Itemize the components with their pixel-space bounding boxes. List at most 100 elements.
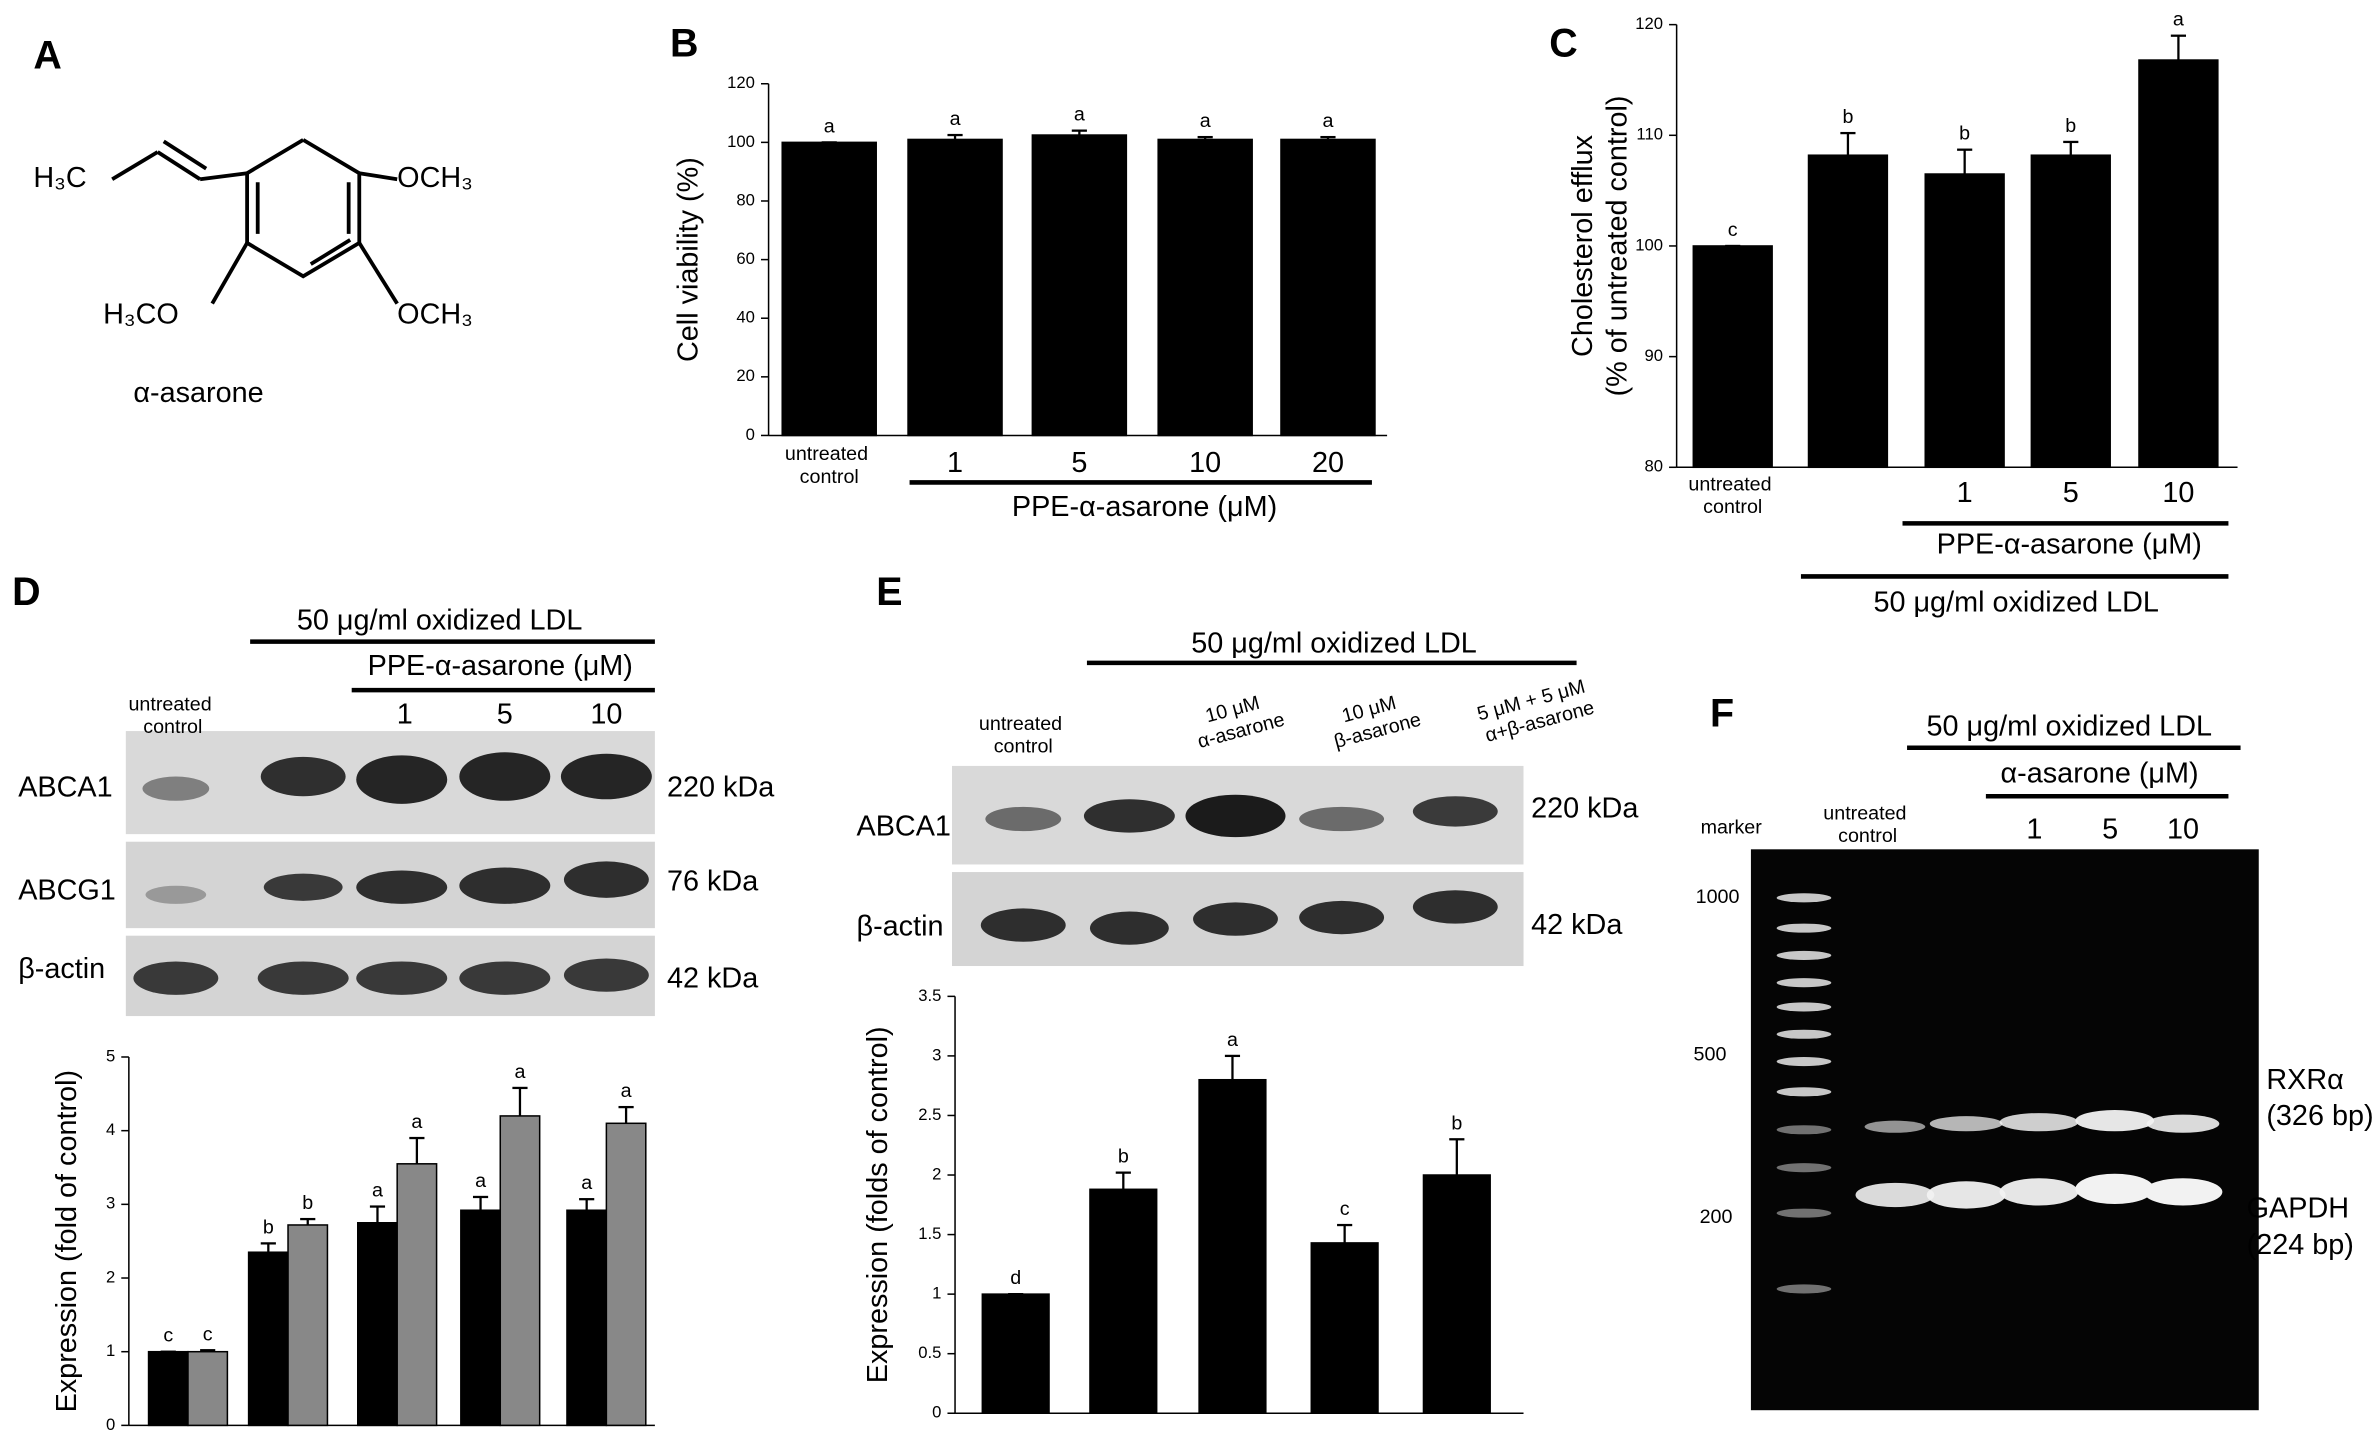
blot-band	[980, 908, 1066, 942]
bar	[287, 1224, 329, 1427]
lane-label: 1	[397, 699, 413, 731]
significance-letter: a	[372, 1180, 383, 1202]
size-label: 220 kDa	[1531, 793, 1639, 825]
x-tick-label: 20	[1312, 447, 1344, 479]
blot-band	[145, 885, 207, 904]
y-tick-label: 90	[1644, 346, 1663, 365]
y-tick-label: 100	[727, 132, 755, 151]
bar	[605, 1122, 647, 1427]
y-tick-label: 2.5	[918, 1105, 941, 1124]
x-tick-label: 5	[1071, 447, 1087, 479]
ladder-band	[1776, 978, 1832, 988]
group-label: H₃C	[33, 162, 86, 194]
group-label: OCH₃	[397, 162, 473, 194]
bar	[1924, 173, 2005, 469]
panel-letter: D	[12, 570, 40, 614]
y-tick-label: 0	[932, 1403, 941, 1422]
row-label: ABCA1	[18, 771, 112, 803]
ladder-band	[1776, 1029, 1832, 1039]
y-tick-label: 5	[106, 1046, 115, 1065]
band-label: RXRα	[2266, 1064, 2343, 1096]
ladder-band	[1776, 1087, 1832, 1097]
band-label: (224 bp)	[2247, 1229, 2354, 1261]
blot-band	[563, 958, 649, 992]
x-tick-label: 5	[2063, 477, 2079, 509]
x-tick-label: untreated control	[1688, 474, 1777, 519]
x-tick-label: untreated control	[785, 443, 874, 488]
ladder-band	[1776, 893, 1832, 903]
x-tick-label: 1	[1957, 477, 1973, 509]
blot-band	[563, 861, 649, 898]
lane-label: 10 μM β-asarone	[1326, 687, 1424, 753]
bar	[1031, 134, 1128, 437]
significance-letter: a	[1074, 104, 1085, 126]
panel-letter: B	[670, 21, 698, 65]
ladder-band	[1776, 1208, 1832, 1218]
marker-label: marker	[1701, 816, 1763, 838]
y-tick-label: 0.5	[918, 1343, 941, 1362]
ladder-band	[1776, 923, 1832, 933]
blot-band	[459, 752, 551, 801]
y-tick-label: 20	[736, 366, 755, 385]
y-axis-label: (% of untreated control)	[1602, 96, 1634, 397]
significance-letter: b	[1451, 1112, 1462, 1134]
blot-band	[1193, 902, 1278, 936]
blot-band	[459, 961, 551, 995]
y-tick-label: 40	[736, 308, 755, 327]
ladder-band	[1776, 950, 1832, 960]
bar	[1692, 245, 1773, 469]
treatment-label: 50 μg/ml oxidized LDL	[1191, 627, 1477, 659]
bar	[566, 1209, 608, 1427]
y-tick-label: 60	[736, 249, 755, 268]
bar	[1807, 154, 1889, 469]
significance-letter: b	[2065, 115, 2076, 137]
significance-letter: a	[2173, 9, 2184, 31]
blot-band	[1299, 900, 1385, 935]
y-axis-label: Expression (fold of control)	[51, 1070, 83, 1413]
lane-label: 1	[2026, 814, 2042, 846]
blot-band	[133, 961, 219, 995]
row-label: ABCG1	[18, 874, 116, 906]
blot-band	[142, 776, 210, 801]
y-tick-label: 100	[1635, 235, 1663, 254]
drug-label: PPE-α-asarone (μM)	[368, 650, 633, 682]
significance-letter: b	[1118, 1146, 1129, 1168]
lane-label: 10 μM α-asarone	[1189, 687, 1287, 753]
significance-letter: b	[1842, 106, 1853, 128]
y-tick-label: 120	[727, 73, 755, 92]
y-axis-label: Expression (folds of control)	[862, 1026, 894, 1383]
blot-band	[1299, 806, 1385, 832]
blot-band	[1185, 794, 1286, 838]
significance-letter: c	[1340, 1198, 1350, 1220]
ladder-band	[1776, 1056, 1832, 1067]
size-label: 76 kDa	[667, 865, 759, 897]
gel-band	[1855, 1182, 1935, 1208]
blot-band	[356, 755, 448, 804]
ladder-band	[1776, 1163, 1832, 1173]
y-axis-label: Cell viability (%)	[672, 157, 704, 362]
y-tick-label: 1	[932, 1284, 941, 1303]
y-tick-label: 80	[736, 190, 755, 209]
gel-band	[2075, 1110, 2155, 1132]
bar	[1310, 1242, 1379, 1414]
blot-band	[356, 961, 448, 995]
gel-band	[2075, 1173, 2155, 1205]
lane-label: 5 μM + 5 μM α+β-asarone	[1475, 674, 1599, 747]
significance-letter: a	[824, 115, 835, 137]
group-label: H₃CO	[103, 298, 179, 330]
significance-letter: a	[475, 1170, 486, 1192]
significance-letter: c	[1728, 219, 1738, 241]
panel-letter: E	[876, 570, 902, 614]
blot-band	[1412, 796, 1498, 827]
bar	[981, 1293, 1050, 1414]
drug-label: α-asarone (μM)	[2001, 758, 2199, 790]
ladder-band	[1776, 1284, 1832, 1294]
y-tick-label: 2	[106, 1267, 115, 1286]
bar	[499, 1115, 541, 1427]
blot-band	[260, 756, 346, 797]
group-label: OCH₃	[397, 298, 473, 330]
significance-letter: c	[203, 1323, 213, 1345]
gel-band	[2143, 1178, 2223, 1206]
treatment-label: 50 μg/ml oxidized LDL	[1927, 711, 2213, 743]
